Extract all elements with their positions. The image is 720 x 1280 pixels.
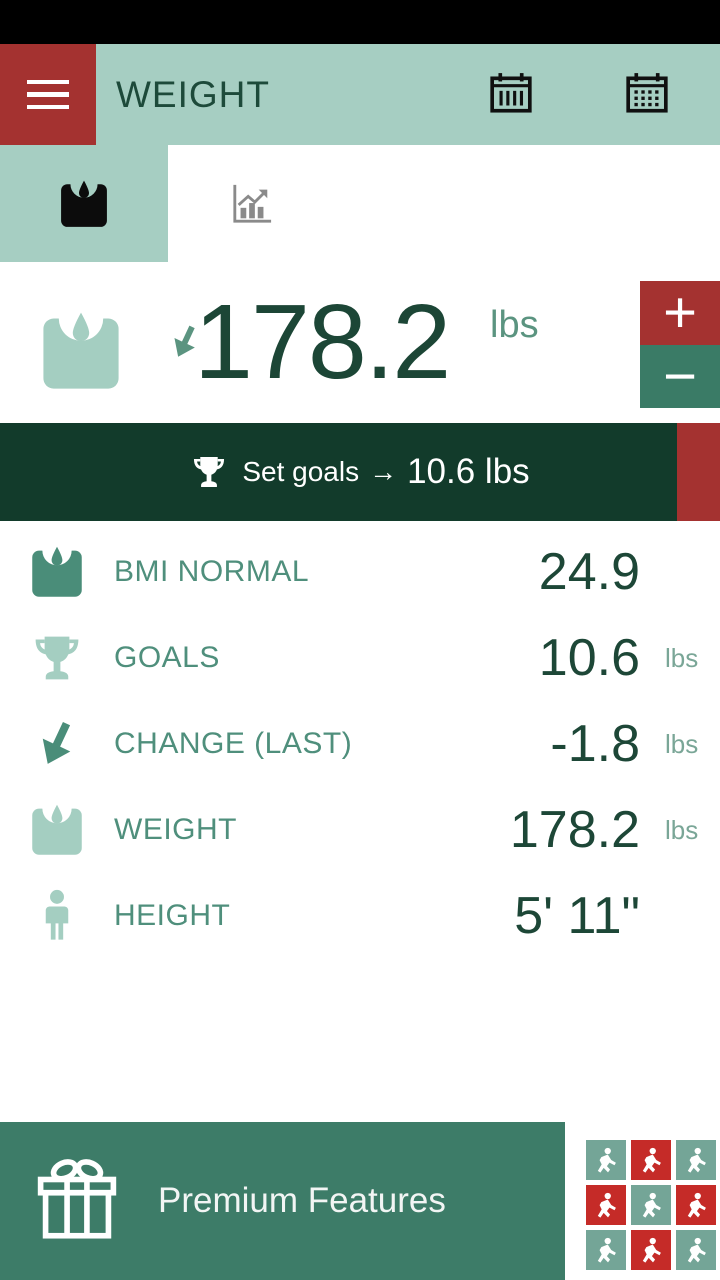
stat-row-goals: GOALS 10.6 lbs: [0, 615, 720, 701]
stat-row-bmi: BMI NORMAL 24.9: [0, 529, 720, 615]
walker-icon: [682, 1191, 710, 1219]
premium-features-button[interactable]: Premium Features: [0, 1122, 565, 1280]
logo-wordmark: ACTIVE FITNESS: [586, 1277, 720, 1280]
trophy-icon: [190, 453, 228, 491]
person-icon: [30, 889, 84, 943]
golfer-icon: [592, 1191, 620, 1219]
stat-value: 5' 11": [514, 887, 640, 945]
logo-tile-dog-walking: [631, 1230, 671, 1270]
chart-icon: [231, 183, 273, 225]
stat-value: -1.8: [550, 715, 640, 773]
dog-walker-icon: [637, 1236, 665, 1264]
tab-bar: [0, 145, 720, 262]
current-weight-unit: lbs: [490, 304, 539, 346]
stat-row-change: CHANGE (LAST) -1.8 lbs: [0, 701, 720, 787]
cyclist-icon: [592, 1146, 620, 1174]
logo-tile-cycling: [586, 1140, 626, 1180]
logo-tile-skiing: [586, 1230, 626, 1270]
stat-unit: lbs: [665, 642, 699, 673]
stat-label: CHANGE (LAST): [114, 727, 353, 760]
arrow-right-glyph: →: [369, 456, 398, 487]
menu-button[interactable]: [0, 44, 96, 145]
weight-panel: 178.2 lbs + −: [0, 262, 720, 423]
logo-tile-skateboarding: [631, 1185, 671, 1225]
tab-weight[interactable]: [0, 145, 168, 262]
calendar-week-button[interactable]: [486, 70, 536, 120]
calendar-month-icon: [624, 71, 670, 117]
set-goals-banner[interactable]: Set goals → 10.6 lbs: [0, 423, 720, 521]
brand-active-text: ACTIVE: [586, 1277, 662, 1280]
trophy-icon: [30, 631, 84, 685]
stat-unit: lbs: [665, 728, 699, 759]
logo-tile-walking: [676, 1185, 716, 1225]
increase-weight-button[interactable]: +: [640, 281, 720, 345]
goal-value: 10.6 lbs: [407, 452, 530, 491]
stat-unit: lbs: [665, 814, 699, 845]
active-fitness-logo: ACTIVE FITNESS: [586, 1140, 720, 1280]
logo-tile-running: [631, 1140, 671, 1180]
premium-features-label: Premium Features: [158, 1181, 446, 1220]
arrow-down-icon: [30, 717, 84, 771]
current-weight-value: 178.2: [194, 283, 451, 401]
stat-row-weight: WEIGHT 178.2 lbs: [0, 787, 720, 873]
stat-row-height: HEIGHT 5' 11": [0, 873, 720, 959]
snowboarder-icon: [682, 1236, 710, 1264]
status-bar: [0, 0, 720, 44]
skier-icon: [592, 1236, 620, 1264]
scale-icon: [40, 308, 122, 394]
logo-tile-snowboarding: [676, 1230, 716, 1270]
stat-label: HEIGHT: [114, 899, 231, 932]
stats-list: BMI NORMAL 24.9 GOALS 10.6 lbs CHANGE (L…: [0, 521, 720, 981]
logo-tile-grid: [586, 1140, 718, 1270]
calendar-week-icon: [488, 71, 534, 117]
banner-red-strip: [677, 423, 720, 521]
stat-value: 178.2: [509, 801, 640, 859]
set-goals-label: Set goals: [242, 456, 360, 487]
skateboarder-icon: [637, 1191, 665, 1219]
calendar-month-button[interactable]: [622, 70, 672, 120]
logo-tile-hiking: [676, 1140, 716, 1180]
brand-fitness-text: FITNESS: [668, 1277, 720, 1280]
decrease-weight-button[interactable]: −: [640, 345, 720, 408]
hiker-icon: [682, 1146, 710, 1174]
tab-trends[interactable]: [168, 145, 336, 262]
scale-icon: [30, 545, 84, 599]
app-header: WEIGHT: [0, 44, 720, 145]
stat-label: BMI NORMAL: [114, 555, 310, 588]
stat-value: 24.9: [538, 543, 640, 601]
hamburger-icon: [27, 79, 69, 85]
stat-value: 10.6: [538, 629, 640, 687]
stat-label: WEIGHT: [114, 813, 237, 846]
gift-icon: [34, 1158, 120, 1244]
logo-tile-golf: [586, 1185, 626, 1225]
scale-icon: [30, 803, 84, 857]
stat-label: GOALS: [114, 641, 220, 674]
scale-icon: [59, 179, 109, 229]
runner-icon: [637, 1146, 665, 1174]
page-title: WEIGHT: [116, 73, 270, 115]
